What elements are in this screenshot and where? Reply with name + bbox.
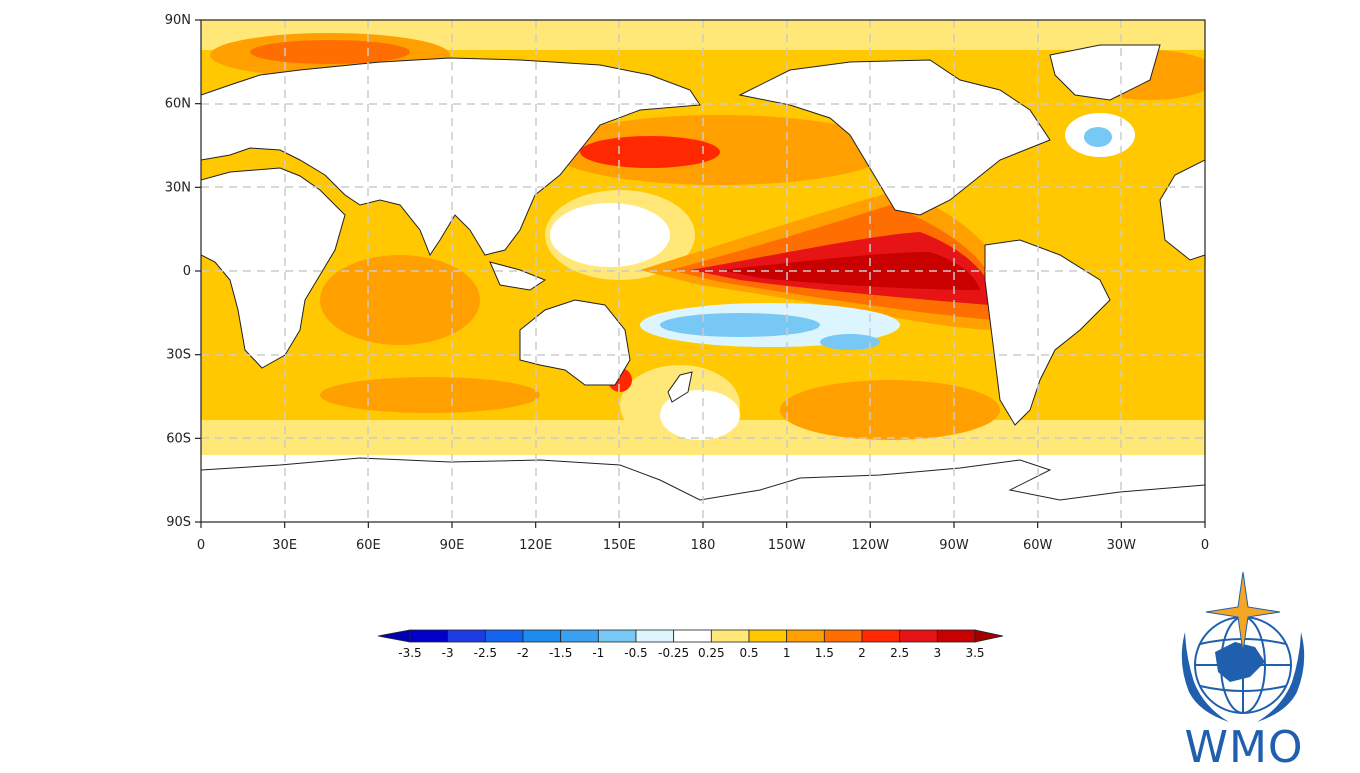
lon-tick-label: 30W [1107, 538, 1137, 553]
lat-tick-label: 30S [166, 348, 191, 363]
lat-tick-label: 60S [166, 431, 191, 446]
colorbar-swatch [409, 629, 449, 643]
lat-tick-label: 0 [183, 264, 191, 279]
lon-tick-label: 0 [1201, 538, 1209, 553]
colorbar-label: -3 [442, 646, 454, 660]
colorbar: -3.5 -3 -2.5 -2 -1.5 -1 -0.5 -0.25 0.25 0.5 1 1.5 2 2… [377, 629, 1004, 660]
colorbar-label: 0.5 [739, 646, 758, 660]
lat-tick-label: 30N [165, 180, 191, 195]
lon-tick-label: 60E [356, 538, 381, 553]
lon-tick-label: 180 [691, 538, 716, 553]
colorbar-label: 3 [934, 646, 942, 660]
latitude-axis: 90N 60N 30N 0 30S 60S 90S [165, 13, 201, 530]
lon-tick-label: 120W [851, 538, 889, 553]
colorbar-label: 2 [858, 646, 866, 660]
colorbar-label: -2.5 [474, 646, 497, 660]
colorbar-high-arrow [974, 629, 1004, 643]
colorbar-swatch [522, 629, 562, 643]
colorbar-swatch [899, 629, 938, 643]
colorbar-swatch [786, 629, 825, 643]
colorbar-swatch [673, 629, 712, 643]
colorbar-label: -1 [592, 646, 604, 660]
lon-tick-label: 120E [519, 538, 552, 553]
colorbar-label: 3.5 [965, 646, 984, 660]
colorbar-swatch [484, 629, 524, 643]
map-field [201, 20, 1205, 522]
colorbar-swatch [447, 629, 486, 643]
colorbar-label: 2.5 [890, 646, 909, 660]
colorbar-swatch [823, 629, 863, 643]
lon-tick-label: 90W [939, 538, 969, 553]
lat-tick-label: 90N [165, 13, 191, 28]
colorbar-swatch [861, 629, 901, 643]
wmo-emblem [1181, 572, 1305, 722]
colorbar-label: -2 [517, 646, 529, 660]
colorbar-label: 0.25 [698, 646, 725, 660]
longitude-axis: 0 30E 60E 90E 120E 150E 180 150W 120W 90W 60W 30W 0 [197, 522, 1209, 553]
wmo-logo-text: WMO [1184, 722, 1304, 773]
lon-tick-label: 150E [603, 538, 636, 553]
lat-tick-label: 90S [166, 515, 191, 530]
colorbar-swatch [597, 629, 637, 643]
colorbar-low-arrow [377, 629, 411, 643]
lon-tick-label: 60W [1023, 538, 1053, 553]
lat-tick-label: 60N [165, 97, 191, 112]
lon-tick-label: 90E [440, 538, 465, 553]
colorbar-swatch [635, 629, 675, 643]
colorbar-label: 1.5 [815, 646, 834, 660]
colorbar-label: 1 [783, 646, 791, 660]
colorbar-label: -0.25 [658, 646, 689, 660]
lon-tick-label: 0 [197, 538, 205, 553]
lon-tick-label: 30E [272, 538, 297, 553]
colorbar-swatch [560, 629, 599, 643]
colorbar-swatch [710, 629, 750, 643]
colorbar-label: -1.5 [549, 646, 572, 660]
colorbar-swatch [748, 629, 788, 643]
colorbar-swatch [936, 629, 976, 643]
lon-tick-label: 150W [768, 538, 806, 553]
colorbar-label: -0.5 [624, 646, 647, 660]
colorbar-label: -3.5 [398, 646, 421, 660]
